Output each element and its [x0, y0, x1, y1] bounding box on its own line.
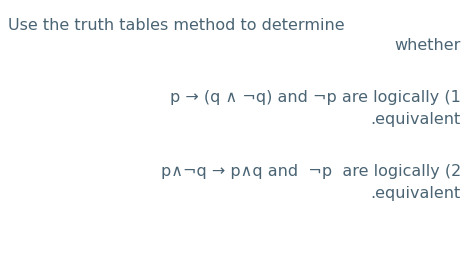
Text: Use the truth tables method to determine: Use the truth tables method to determine — [8, 18, 345, 33]
Text: p → (q ∧ ¬q) and ¬p are logically (1: p → (q ∧ ¬q) and ¬p are logically (1 — [170, 90, 461, 105]
Text: .equivalent: .equivalent — [371, 112, 461, 127]
Text: p∧¬q → p∧q and  ¬p  are logically (2: p∧¬q → p∧q and ¬p are logically (2 — [161, 164, 461, 179]
Text: .equivalent: .equivalent — [371, 186, 461, 201]
Text: whether: whether — [394, 38, 461, 53]
